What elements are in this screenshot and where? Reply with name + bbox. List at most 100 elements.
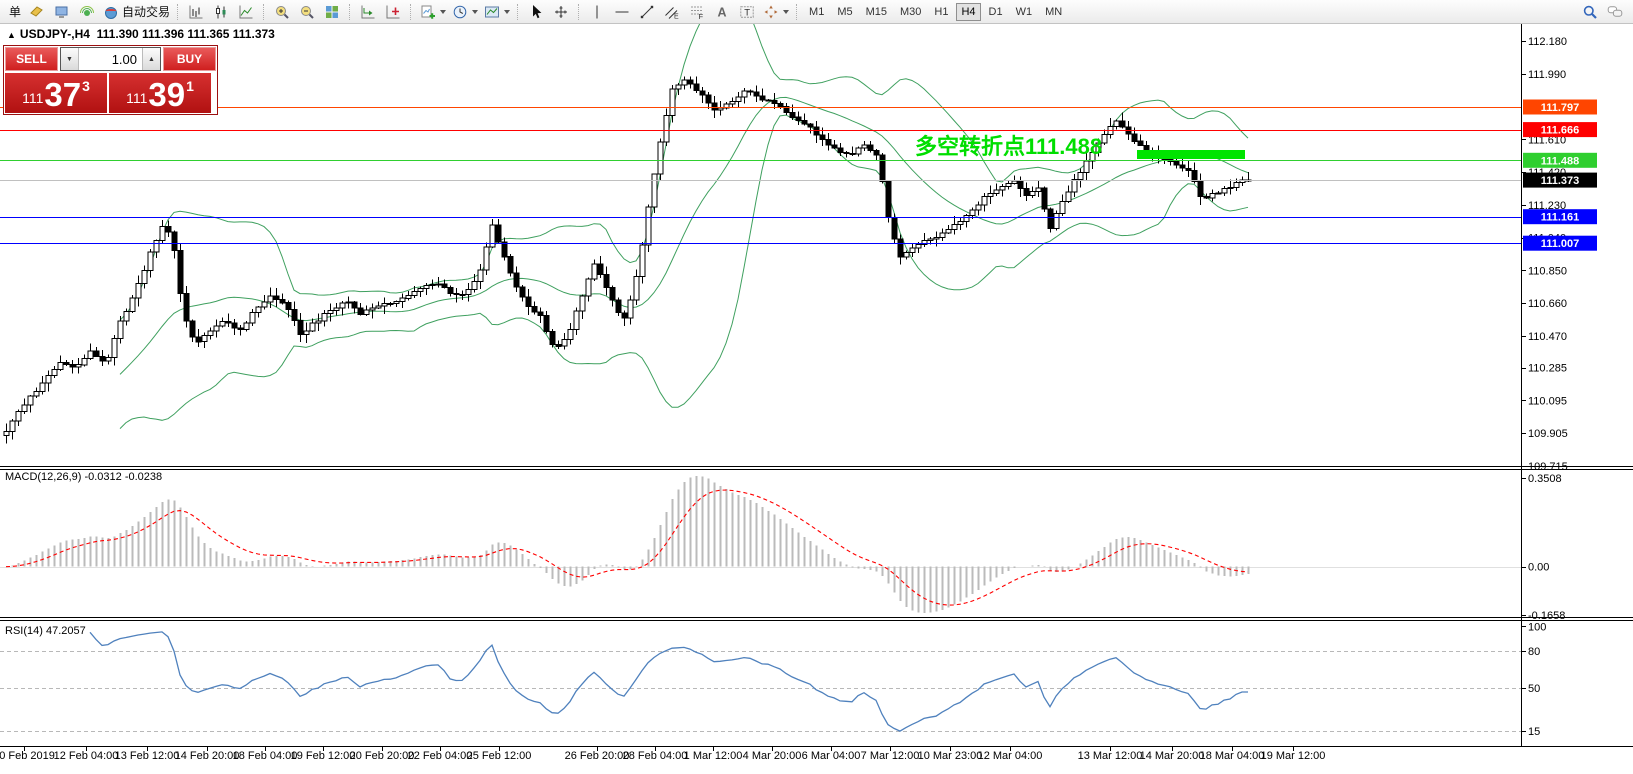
candlestick-chart-button[interactable]	[209, 2, 233, 22]
cursor-button[interactable]	[524, 2, 548, 22]
buy-button[interactable]: BUY	[163, 47, 216, 71]
time-axis-label: 12 Feb 04:00	[54, 750, 119, 762]
sell-price-display[interactable]: 111 37 3	[5, 73, 107, 113]
price-badge-label: 111.488	[1541, 155, 1580, 167]
chart-canvas[interactable]: 112.180111.990111.610111.420111.230111.0…	[0, 24, 1633, 774]
toolbar-separator	[796, 3, 798, 20]
svg-text:T: T	[744, 7, 750, 18]
templates-button[interactable]	[481, 2, 512, 22]
green-highlight-bar[interactable]	[1137, 150, 1245, 159]
volume-increase-icon[interactable]: ▲	[142, 48, 160, 70]
time-axis-label: 13 Mar 12:00	[1078, 750, 1143, 762]
dropdown-caret-icon[interactable]	[783, 9, 790, 14]
periods-button[interactable]	[449, 2, 480, 22]
buy-price-pip: 1	[186, 78, 194, 94]
bar-chart-button[interactable]	[184, 2, 208, 22]
toolbar-separator	[410, 3, 412, 20]
collapse-arrow-icon[interactable]: ▲	[7, 30, 16, 40]
fibonacci-button[interactable]: F	[685, 2, 709, 22]
volume-spinner: ▼ ▲	[60, 47, 161, 71]
search-button[interactable]	[1578, 2, 1602, 22]
price-badge-label: 111.666	[1541, 125, 1580, 137]
new-chart-button[interactable]	[417, 2, 448, 22]
autotrading-icon	[102, 3, 120, 21]
price-tick-label: 111.610	[1528, 134, 1566, 146]
price-badge-111.373[interactable]	[1523, 172, 1597, 188]
time-axis-label: 25 Feb 12:00	[467, 750, 532, 762]
time-axis-label: 26 Feb 20:00	[565, 750, 630, 762]
timeframe-w1-button[interactable]: W1	[1011, 3, 1038, 21]
rsi-axis-label: 15	[1528, 726, 1540, 738]
price-badge-111.161[interactable]	[1523, 209, 1597, 225]
time-axis-label: 14 Mar 20:00	[1140, 750, 1205, 762]
chat-button[interactable]	[1603, 2, 1627, 22]
dropdown-caret-icon[interactable]	[440, 9, 447, 14]
macd-axis-label: 0.3508	[1528, 473, 1562, 485]
timeframe-m15-button[interactable]: M15	[861, 3, 892, 21]
buy-price-display[interactable]: 111 39 1	[109, 73, 211, 113]
time-axis-label: 22 Feb 04:00	[408, 750, 473, 762]
timeframe-h1-button[interactable]: H1	[929, 3, 953, 21]
signals-button[interactable]	[75, 2, 99, 22]
sell-button[interactable]: SELL	[5, 47, 58, 71]
chart-shift-button[interactable]	[381, 2, 405, 22]
line-chart-button[interactable]	[234, 2, 258, 22]
price-badge-111.797[interactable]	[1523, 99, 1597, 115]
crosshair-button[interactable]	[549, 2, 573, 22]
time-axis-label: 19 Mar 12:00	[1261, 750, 1326, 762]
toolbar-separator	[517, 3, 519, 20]
dropdown-caret-icon[interactable]	[504, 9, 511, 14]
equidistant-channel-button[interactable]: E	[660, 2, 684, 22]
price-badge-111.666[interactable]	[1523, 122, 1597, 138]
timeframe-m30-button[interactable]: M30	[895, 3, 926, 21]
trendline-button[interactable]	[635, 2, 659, 22]
rsi-axis-label: 100	[1528, 621, 1546, 633]
chart-shift-icon	[384, 3, 402, 21]
text-button[interactable]: A	[710, 2, 734, 22]
terminal-button[interactable]	[50, 2, 74, 22]
dropdown-caret-icon[interactable]	[472, 9, 479, 14]
macd-histogram	[0, 476, 1521, 613]
time-axis-label: 7 Mar 12:00	[861, 750, 920, 762]
new-chart-icon	[419, 3, 437, 21]
chart-window[interactable]: 112.180111.990111.610111.420111.230111.0…	[0, 24, 1633, 774]
tile-windows-button[interactable]	[320, 2, 344, 22]
time-axis-label: 10 Mar 23:00	[918, 750, 983, 762]
rsi-axis-label: 50	[1528, 683, 1540, 695]
zoom-out-button[interactable]	[295, 2, 319, 22]
volume-input[interactable]	[79, 48, 142, 70]
time-axis-label: 18 Feb 04:00	[233, 750, 298, 762]
timeframe-d1-button[interactable]: D1	[984, 3, 1008, 21]
timeframe-m1-button[interactable]: M1	[804, 3, 829, 21]
price-tick-label: 110.660	[1528, 298, 1567, 310]
chart-quotes: 111.390 111.396 111.365 111.373	[96, 27, 275, 41]
volume-decrease-icon[interactable]: ▼	[61, 48, 79, 70]
macd-signal-line	[5, 489, 1249, 606]
vertical-line-icon	[588, 3, 606, 21]
price-badge-111.007[interactable]	[1523, 235, 1597, 251]
vertical-line-button[interactable]	[585, 2, 609, 22]
zoom-in-button[interactable]	[270, 2, 294, 22]
new-order-button[interactable]	[25, 2, 49, 22]
time-axis-label: 10 Feb 2019	[0, 750, 55, 762]
candlestick-chart-icon	[212, 3, 230, 21]
price-tick-label: 110.285	[1528, 363, 1567, 375]
price-badge-111.488[interactable]	[1523, 152, 1597, 168]
time-axis-label: 1 Mar 12:00	[684, 750, 743, 762]
price-tick-label: 111.990	[1528, 69, 1566, 81]
text-label-icon: T	[738, 3, 756, 21]
price-tick-label: 112.180	[1528, 36, 1567, 48]
autotrading-button[interactable]: 自动交易	[100, 2, 172, 22]
new-order-label[interactable]: 单	[9, 5, 22, 19]
autotrading-label: 自动交易	[122, 5, 171, 19]
candlesticks	[3, 76, 1252, 444]
time-axis-label: 28 Feb 04:00	[623, 750, 688, 762]
auto-scroll-button[interactable]	[356, 2, 380, 22]
arrows-button[interactable]	[760, 2, 791, 22]
rsi-axis-label: 80	[1528, 646, 1540, 658]
timeframe-h4-button[interactable]: H4	[956, 2, 981, 21]
timeframe-m5-button[interactable]: M5	[832, 3, 857, 21]
horizontal-line-button[interactable]	[610, 2, 634, 22]
timeframe-mn-button[interactable]: MN	[1040, 3, 1067, 21]
text-label-button[interactable]: T	[735, 2, 759, 22]
